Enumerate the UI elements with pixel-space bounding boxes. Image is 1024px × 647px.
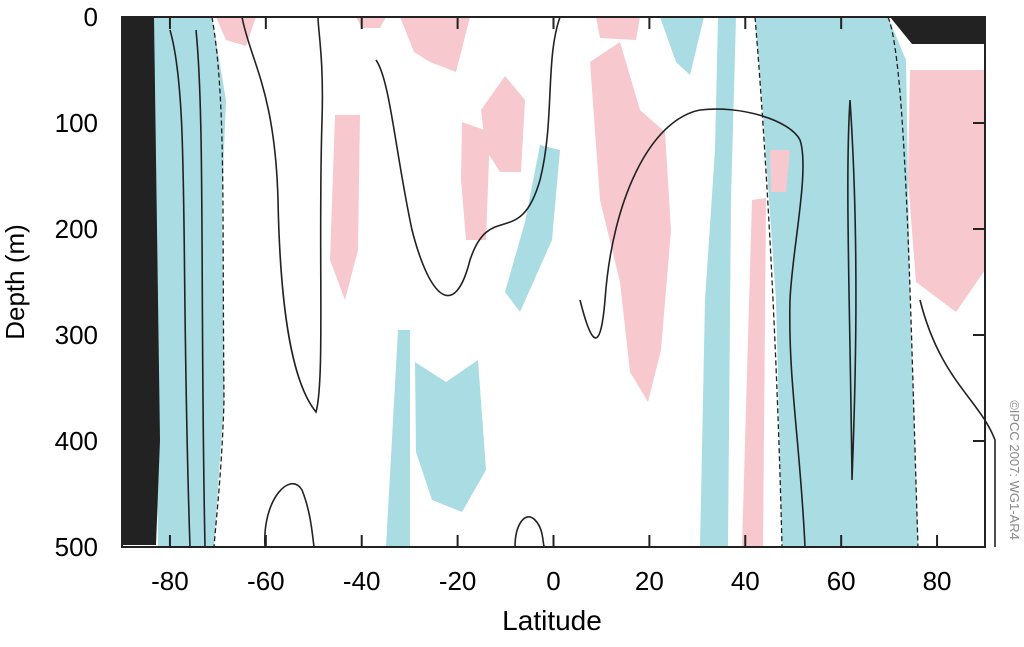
positive-region [742, 198, 766, 547]
positive-region [330, 115, 360, 300]
x-tick-label: 40 [731, 566, 760, 596]
contour-line [375, 16, 561, 297]
contour-line [847, 99, 857, 481]
positive-region [356, 17, 386, 28]
x-tick-label: 20 [635, 566, 664, 596]
x-tick-label: -80 [151, 566, 189, 596]
negative-region [505, 145, 560, 312]
positive-region [461, 122, 490, 240]
positive-region [596, 17, 640, 40]
contour-line [169, 29, 191, 548]
contour-line [264, 483, 315, 548]
negative-region [660, 17, 704, 75]
x-tick-label: -40 [343, 566, 381, 596]
positive-region [481, 76, 525, 172]
contour-line [919, 299, 996, 547]
negative-region [152, 17, 226, 547]
land-mask [890, 17, 985, 44]
contour-line [195, 29, 206, 548]
x-axis-label: Latitude [502, 605, 602, 636]
x-tick-label: -20 [439, 566, 477, 596]
x-tick-label: 60 [827, 566, 856, 596]
x-tick-label: 0 [546, 566, 560, 596]
y-tick-label: 400 [55, 426, 98, 456]
positive-region [216, 17, 256, 46]
negative-region [700, 17, 736, 547]
contour-line [514, 516, 546, 548]
contour-fields [122, 17, 985, 547]
land-mask [122, 17, 160, 545]
y-tick-label: 200 [55, 214, 98, 244]
positive-region [908, 70, 985, 312]
positive-region [400, 17, 470, 72]
contour-zero-line [754, 16, 783, 548]
x-tick-label: -60 [247, 566, 285, 596]
credit: ©IPCC 2007: WG1-AR4 [1007, 400, 1022, 540]
y-tick-label: 100 [55, 108, 98, 138]
negative-region [386, 330, 410, 547]
contour-zero-line [211, 16, 225, 548]
positive-region [590, 42, 671, 402]
contour-lines [169, 16, 996, 548]
positive-region [770, 150, 790, 192]
negative-region [415, 360, 486, 512]
contour-line [579, 108, 806, 548]
y-tick-label: 500 [55, 532, 98, 562]
contour-line [241, 16, 324, 414]
x-tick-label: 80 [923, 566, 952, 596]
y-tick-label: 0 [84, 2, 98, 32]
y-axis-label: Depth (m) [0, 224, 30, 340]
y-tick-label: 300 [55, 320, 98, 350]
